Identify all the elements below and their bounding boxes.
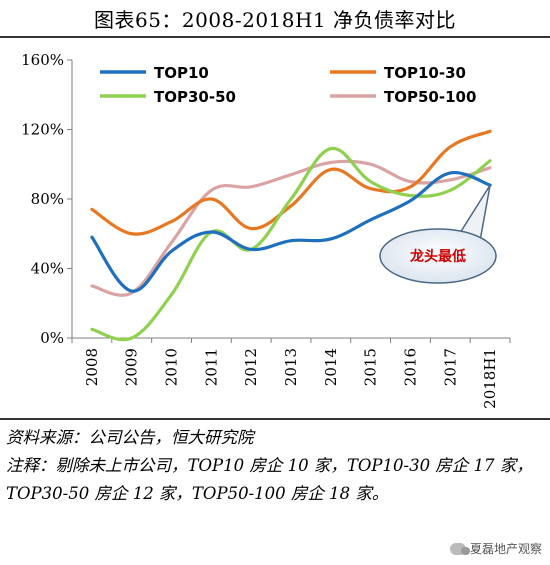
legend-label: TOP30-50	[154, 88, 236, 106]
x-tick-label: 2009	[123, 348, 141, 386]
x-tick-label: 2013	[282, 348, 300, 386]
remark-note: 注释：剔除未上市公司，TOP10 房企 10 家，TOP10-30 房企 17 …	[6, 456, 533, 503]
series-line-top50-100	[90, 159, 492, 297]
x-tick-label: 2008	[83, 348, 101, 386]
series-line-top10-30	[90, 129, 492, 236]
legend-item-top50-100: TOP50-100	[330, 88, 476, 106]
top-divider	[0, 36, 550, 38]
y-tick-label: 120%	[21, 121, 64, 139]
line-chart: 0% 40% 80% 120% 160% 2008 2009 2010 2011 2012 2013…	[21, 51, 511, 409]
watermark: 夏磊地产观察	[449, 540, 542, 557]
legend-label: TOP10-30	[384, 64, 466, 82]
series-line-top10	[90, 170, 492, 293]
legend-item-top10-30: TOP10-30	[330, 64, 466, 82]
legend: TOP10 TOP10-30 TOP30-50 TOP50-100	[100, 64, 476, 106]
watermark-text: 夏磊地产观察	[469, 542, 542, 556]
legend-item-top30-50: TOP30-50	[100, 88, 236, 106]
notes: 资料来源：公司公告，恒大研究院 注释：剔除未上市公司，TOP10 房企 10 家…	[6, 424, 546, 508]
legend-label: TOP50-100	[384, 88, 476, 106]
legend-item-top10: TOP10	[100, 64, 209, 82]
series-top50-100	[90, 159, 492, 297]
y-tick-label: 0%	[40, 329, 64, 347]
legend-label: TOP10	[154, 64, 209, 82]
x-tick-label: 2017	[441, 348, 459, 386]
series-top10-30	[90, 129, 492, 236]
series-top10	[90, 170, 492, 293]
series-layer	[90, 129, 492, 342]
chart-title: 图表65：2008-2018H1 净负债率对比	[93, 8, 457, 32]
x-tick-label: 2012	[242, 348, 260, 386]
y-tick-label: 160%	[21, 51, 64, 69]
x-tick-label: 2016	[401, 348, 419, 386]
chart-axes: 0% 40% 80% 120% 160% 2008 2009 2010 2011 2012 2013…	[21, 51, 511, 409]
callout-bubble	[379, 228, 497, 284]
x-tick-label: 2018H1	[481, 348, 499, 409]
callout-label: 龙头最低	[409, 248, 466, 265]
x-tick-label: 2010	[163, 348, 181, 386]
x-tick-label: 2014	[322, 348, 340, 386]
x-tick-label: 2015	[362, 348, 380, 386]
y-tick-label: 80%	[31, 190, 64, 208]
source-note: 资料来源：公司公告，恒大研究院	[6, 428, 254, 447]
y-tick-label: 40%	[31, 260, 64, 278]
bottom-divider	[0, 418, 550, 420]
wechat-icon	[449, 542, 470, 555]
annotation-callout: 龙头最低	[379, 184, 497, 284]
x-tick-label: 2011	[202, 348, 220, 386]
